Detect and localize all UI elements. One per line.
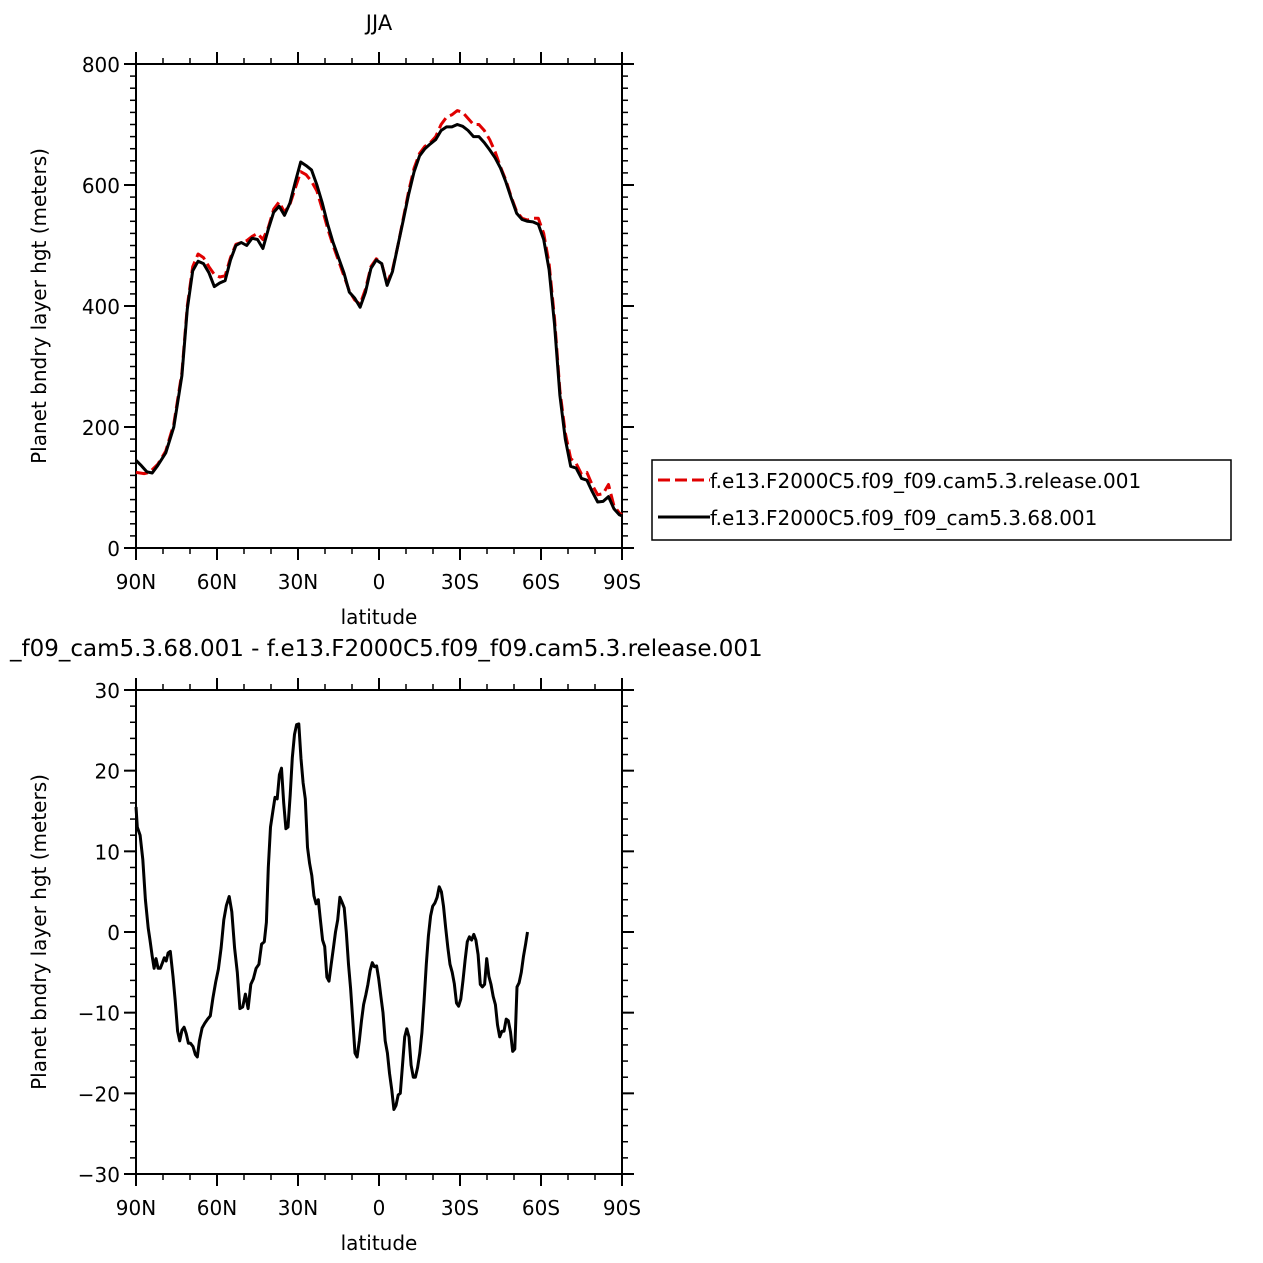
y-tick-label: 20 (95, 760, 120, 784)
x-tick-label: 0 (373, 570, 386, 594)
series-line-1 (134, 123, 623, 518)
legend-label: f.e13.F2000C5.f09_f09_cam5.3.68.001 (710, 506, 1097, 530)
x-axis-label: latitude (341, 605, 418, 629)
x-tick-label: 90N (116, 570, 156, 594)
y-tick-label: 0 (107, 921, 120, 945)
y-tick-label: −10 (78, 1002, 120, 1026)
y-axis-label: Planet bndry layer hgt (meters) (27, 148, 51, 464)
series-line-0 (134, 722, 529, 1111)
x-tick-label: 30S (441, 1196, 479, 1220)
chart-top: 0 200 400 600 800 90N 60N 30N 0 30S 60S 90S JJA latit… (27, 11, 1232, 629)
plot-frame (135, 689, 623, 1175)
x-tick-label: 0 (373, 1196, 386, 1220)
legend-box (651, 459, 1232, 541)
x-tick-label: 30S (441, 570, 479, 594)
x-tick-label: 60N (197, 1196, 237, 1220)
y-tick-label: −20 (78, 1082, 120, 1106)
x-axis-label: latitude (341, 1231, 418, 1255)
x-tick-label: 90N (116, 1196, 156, 1220)
x-tick-label: 60S (522, 570, 560, 594)
x-tick-label: 60N (197, 570, 237, 594)
x-tick-label: 60S (522, 1196, 560, 1220)
y-tick-label: 200 (82, 416, 120, 440)
y-tick-label: −30 (78, 1163, 120, 1187)
y-tick-label: 10 (95, 840, 120, 864)
y-tick-label: 0 (107, 537, 120, 561)
y-tick-label: 400 (82, 295, 120, 319)
y-tick-label: 600 (82, 174, 120, 198)
y-tick-label: 30 (95, 679, 120, 703)
x-tick-label: 90S (603, 1196, 641, 1220)
y-tick-label: 800 (82, 53, 120, 77)
y-axis-label: Planet bndry layer hgt (meters) (27, 774, 51, 1090)
x-tick-label: 90S (603, 570, 641, 594)
series-line-0 (135, 109, 623, 516)
chart-title: JJA (364, 11, 393, 35)
legend-label: f.e13.F2000C5.f09_f09.cam5.3.release.001 (710, 469, 1141, 493)
x-tick-label: 30N (278, 570, 318, 594)
x-tick-label: 30N (278, 1196, 318, 1220)
plot-frame (135, 63, 623, 549)
chart-title: _f09_cam5.3.68.001 - f.e13.F2000C5.f09_f… (9, 636, 763, 662)
chart-bottom: −30 −20 −10 0 10 20 30 90N 60N 30N 0 30S 60S 90S _f09_… (9, 636, 763, 1255)
